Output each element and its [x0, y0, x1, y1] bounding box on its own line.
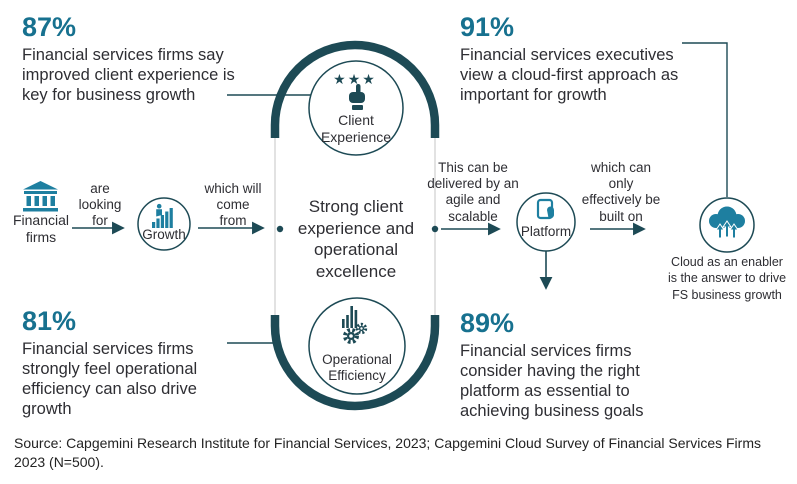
- source-attribution: Source: Capgemini Research Institute for…: [14, 435, 761, 470]
- junction-dot-left: [276, 225, 284, 233]
- stat-client-experience-value: 87%: [22, 12, 77, 42]
- financial-firms-label: Financial firms: [12, 212, 70, 245]
- rating-stars: ★★★: [333, 71, 377, 87]
- stat-platform-text: Financial services firms consider having…: [460, 342, 644, 421]
- stat-client-experience-text: Financial services firms say improved cl…: [22, 46, 235, 105]
- platform-label: Platform: [520, 224, 572, 239]
- cloud-upload-icon: [709, 206, 745, 239]
- operational-efficiency-circle: [308, 297, 406, 395]
- are-looking-for-label: are looking for: [78, 181, 122, 229]
- operational-efficiency-label: Operational Efficiency: [322, 352, 392, 383]
- center-statement: Strong client experience and operational…: [297, 197, 415, 281]
- bank-building-icon: [23, 181, 58, 212]
- growth-bars-person-icon: [152, 203, 173, 228]
- junction-dot-right: [431, 225, 439, 233]
- stat-cloud-first-value: 91%: [460, 12, 515, 42]
- built-on-label: which can only effectively be built on: [581, 160, 661, 224]
- stat-operational-efficiency-text: Financial services firms strongly feel o…: [22, 340, 198, 419]
- stat-operational-efficiency-value: 81%: [22, 306, 77, 336]
- platform-circle: [516, 192, 576, 252]
- flow-arrows: [72, 221, 646, 290]
- stadium-bottom-arc: [270, 315, 440, 411]
- stat-cloud-first-text: Financial services executives view a clo…: [460, 46, 679, 105]
- which-will-come-from-label: which will come from: [204, 181, 262, 229]
- stat-connector-lines: [227, 42, 728, 344]
- connector-91-line: [682, 42, 728, 197]
- bars-gears-icon: [342, 306, 368, 344]
- cloud-enabler-caption: Cloud as an enabler is the answer to dri…: [667, 255, 787, 302]
- tablet-hand-icon: [536, 198, 554, 220]
- client-experience-label: Client Experience: [320, 112, 392, 145]
- growth-label: Growth: [142, 227, 186, 242]
- stadium-top-arc: [270, 40, 440, 138]
- stat-platform-value: 89%: [460, 308, 515, 338]
- star-rating-hand-icon: ★★★: [333, 71, 377, 110]
- delivered-by-label: This can be delivered by an agile and sc…: [427, 160, 519, 224]
